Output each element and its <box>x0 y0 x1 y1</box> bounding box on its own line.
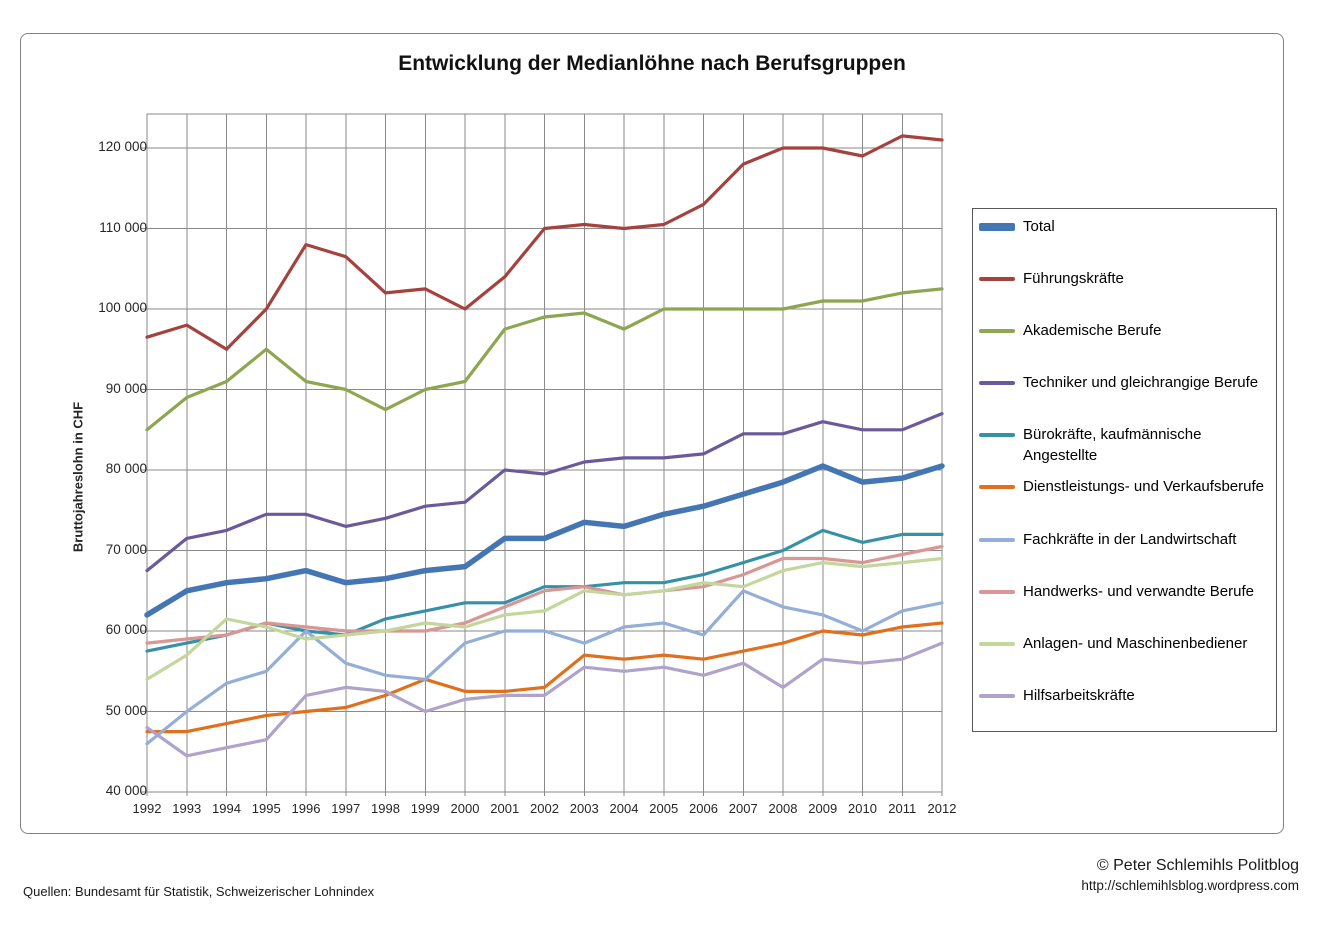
legend-swatch-buerokraefte <box>979 433 1015 437</box>
legend-swatch-techniker <box>979 381 1015 385</box>
y-tick-label: 60 000 <box>105 622 147 637</box>
legend-swatch-handwerksberufe <box>979 590 1015 594</box>
legend-label: Akademische Berufe <box>1023 322 1162 339</box>
x-tick-label: 2004 <box>609 801 639 816</box>
legend-item-akademische-berufe: Akademische Berufe <box>979 320 1269 341</box>
legend-swatch-hilfsarbeitskraefte <box>979 694 1015 698</box>
x-tick-label: 2003 <box>569 801 599 816</box>
x-tick-label: 1992 <box>132 801 162 816</box>
legend-item-dienstleistungsberufe: Dienstleistungs- und Verkaufsberufe <box>979 476 1269 497</box>
legend-item-buerokraefte: Bürokräfte, kaufmännische Angestellte <box>979 424 1269 466</box>
attribution: © Peter Schlemihls Politblog http://schl… <box>1081 857 1299 893</box>
chart-frame: Entwicklung der Medianlöhne nach Berufsg… <box>20 33 1284 834</box>
legend-swatch-dienstleistungsberufe <box>979 485 1015 489</box>
y-tick-label: 110 000 <box>99 219 147 235</box>
y-tick-label: 120 000 <box>98 139 147 154</box>
x-tick-label: 2011 <box>888 801 917 816</box>
legend-label: Hilfsarbeitskräfte <box>1023 687 1135 704</box>
legend-label: Techniker und gleichrangige Berufe <box>1023 374 1259 391</box>
line-chart-plot <box>141 113 945 796</box>
y-tick-label: 40 000 <box>105 783 147 798</box>
legend-item-fuehrungskraefte: Führungskräfte <box>979 268 1269 289</box>
y-tick-label: 80 000 <box>105 461 147 476</box>
y-tick-label: 50 000 <box>105 702 147 718</box>
x-tick-label: 2008 <box>768 801 798 816</box>
x-tick-label: 1997 <box>331 801 361 816</box>
legend-swatch-akademische-berufe <box>979 329 1015 333</box>
legend-swatch-fachkraefte-landwirtschaft <box>979 538 1015 542</box>
legend-item-hilfsarbeitskraefte: Hilfsarbeitskräfte <box>979 685 1269 706</box>
legend-item-total: Total <box>979 216 1269 237</box>
x-tick-label: 2005 <box>649 801 679 816</box>
x-tick-label: 1999 <box>410 801 440 816</box>
legend-label: Führungskräfte <box>1023 270 1124 287</box>
x-tick-label: 1994 <box>212 801 241 816</box>
chart-title: Entwicklung der Medianlöhne nach Berufsg… <box>398 52 906 75</box>
legend-label: Bürokräfte, kaufmännische Angestellte <box>1023 426 1202 464</box>
x-tick-label: 2007 <box>728 801 758 816</box>
chart-legend: Total Führungskräfte Akademische Berufe … <box>972 208 1277 732</box>
website-url: http://schlemihlsblog.wordpress.com <box>1081 878 1299 893</box>
y-axis-title: Bruttojahreslohn in CHF <box>70 401 86 553</box>
legend-swatch-maschinenbediener <box>979 642 1015 646</box>
x-tick-label: 1996 <box>291 801 321 816</box>
y-tick-label: 70 000 <box>105 541 147 557</box>
legend-label: Fachkräfte in der Landwirtschaft <box>1023 531 1237 548</box>
x-tick-label: 2001 <box>490 801 520 816</box>
legend-item-fachkraefte-landwirtschaft: Fachkräfte in der Landwirtschaft <box>979 529 1269 550</box>
x-tick-label: 2000 <box>450 801 480 816</box>
x-tick-label: 2002 <box>530 801 559 816</box>
legend-label: Anlagen- und Maschinenbediener <box>1023 635 1248 652</box>
x-tick-label: 2012 <box>927 801 957 816</box>
source-note: Quellen: Bundesamt für Statistik, Schwei… <box>23 884 375 899</box>
legend-label: Dienstleistungs- und Verkaufsberufe <box>1023 478 1264 495</box>
legend-item-handwerksberufe: Handwerks- und verwandte Berufe <box>979 581 1269 602</box>
x-tick-label: 2006 <box>689 801 718 816</box>
x-tick-label: 1995 <box>251 801 281 816</box>
legend-label: Total <box>1023 218 1055 235</box>
x-tick-label: 2009 <box>808 801 838 816</box>
x-tick-label: 1998 <box>371 801 400 816</box>
legend-swatch-fuehrungskraefte <box>979 277 1015 281</box>
x-tick-label: 1993 <box>172 801 202 816</box>
legend-item-techniker: Techniker und gleichrangige Berufe <box>979 372 1269 393</box>
copyright-text: © Peter Schlemihls Politblog <box>1096 857 1299 874</box>
x-tick-label: 2010 <box>848 801 877 816</box>
y-tick-label: 100 000 <box>98 300 147 315</box>
legend-item-maschinenbediener: Anlagen- und Maschinenbediener <box>979 633 1269 654</box>
legend-swatch-total <box>979 223 1015 231</box>
legend-label: Handwerks- und verwandte Berufe <box>1023 583 1254 600</box>
y-tick-label: 90 000 <box>105 380 147 396</box>
